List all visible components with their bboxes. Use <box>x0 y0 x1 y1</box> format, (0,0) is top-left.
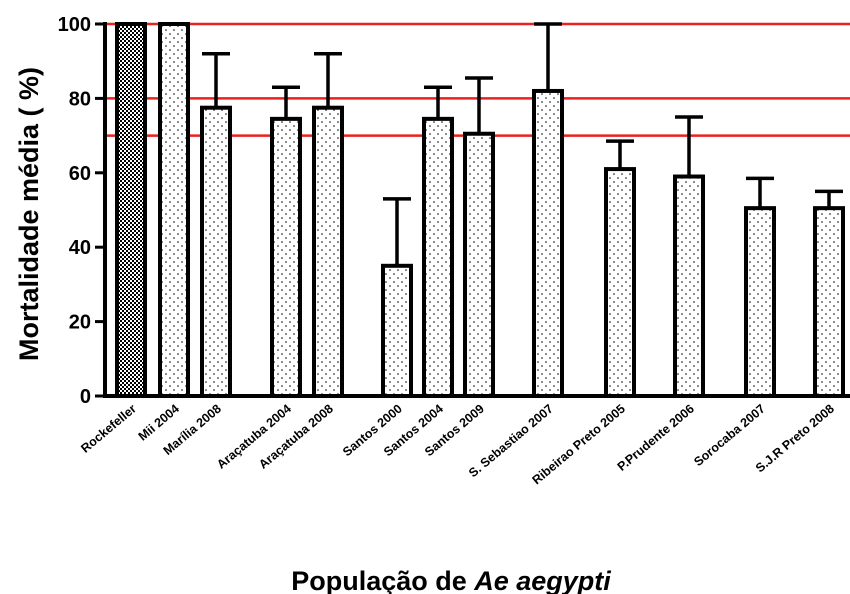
y-tick-label: 20 <box>69 312 91 334</box>
y-ticks: 0 20 40 60 80 100 <box>58 14 105 408</box>
y-tick-label: 100 <box>58 14 91 36</box>
bar-group <box>270 85 302 399</box>
bar <box>673 174 705 398</box>
bar-group <box>115 22 147 398</box>
bar-group <box>673 115 705 398</box>
x-axis-title: População de Ae aegypti <box>291 566 611 594</box>
bar-group <box>312 52 344 398</box>
bar-group <box>532 22 564 399</box>
y-axis-title: Mortalidade média ( %) <box>14 67 44 361</box>
axes <box>103 22 850 398</box>
x-tick-label: Sorocaba 2007 <box>691 402 768 469</box>
bar <box>200 105 232 398</box>
x-tick-label: Araçatuba 2008 <box>256 402 336 472</box>
bars-group <box>115 22 845 399</box>
bar <box>115 22 147 398</box>
bar <box>381 263 413 398</box>
y-tick-label: 60 <box>69 163 91 185</box>
bar-group <box>381 197 413 398</box>
bar <box>744 206 776 398</box>
x-tick-label: Araçatuba 2004 <box>214 402 294 472</box>
bar-group <box>200 52 232 398</box>
x-axis-title-species: Ae aegypti <box>473 566 611 594</box>
y-tick-label: 40 <box>69 237 91 259</box>
bar <box>532 88 564 399</box>
bar <box>813 206 845 398</box>
y-tick-label: 0 <box>80 386 91 408</box>
x-axis-title-text: População de <box>291 566 474 594</box>
bar-group <box>813 189 845 398</box>
bar-group <box>744 176 776 398</box>
bar <box>158 22 190 398</box>
x-tick-label: Rockefeller <box>78 401 139 455</box>
bar <box>312 105 344 398</box>
bar <box>270 116 302 399</box>
bar-group <box>422 85 454 399</box>
bar-group <box>158 22 190 398</box>
bar <box>463 131 495 399</box>
bar-group <box>604 139 636 398</box>
y-tick-label: 80 <box>69 88 91 110</box>
bar <box>604 167 636 398</box>
bar <box>422 116 454 399</box>
bar-group <box>463 76 495 399</box>
